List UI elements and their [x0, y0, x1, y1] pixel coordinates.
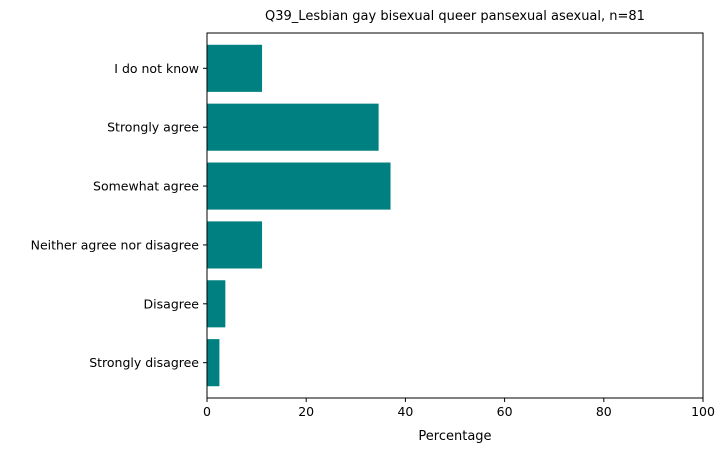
y-tick-label: Somewhat agree — [93, 179, 199, 194]
bar-strongly-agree — [207, 103, 379, 151]
bar-somewhat-agree — [207, 162, 391, 210]
x-tick-label: 40 — [397, 404, 413, 419]
bar-neither-agree-nor-disagree — [207, 221, 263, 269]
x-tick-label: 20 — [298, 404, 314, 419]
y-tick-label: Strongly disagree — [89, 355, 199, 370]
y-axis-ticks: Strongly disagree Disagree Neither agree n… — [31, 61, 207, 370]
x-axis-label: Percentage — [418, 429, 491, 444]
y-tick-label: Strongly agree — [107, 120, 199, 135]
bar-i-do-not-know — [207, 44, 263, 92]
bar-disagree — [207, 280, 226, 328]
chart-title: Q39_Lesbian gay bisexual queer pansexual… — [265, 9, 645, 24]
x-tick-label: 60 — [497, 404, 513, 419]
plot-frame — [206, 32, 704, 399]
y-tick-label: Disagree — [144, 296, 200, 311]
x-axis-ticks: 0 20 40 60 80 100 — [203, 398, 715, 419]
bars-group — [207, 44, 391, 387]
x-tick-label: 0 — [203, 404, 211, 419]
bar-strongly-disagree — [207, 339, 220, 387]
x-tick-label: 80 — [596, 404, 612, 419]
y-tick-label: Neither agree nor disagree — [31, 237, 200, 252]
y-tick-label: I do not know — [114, 61, 199, 76]
x-tick-label: 100 — [691, 404, 715, 419]
